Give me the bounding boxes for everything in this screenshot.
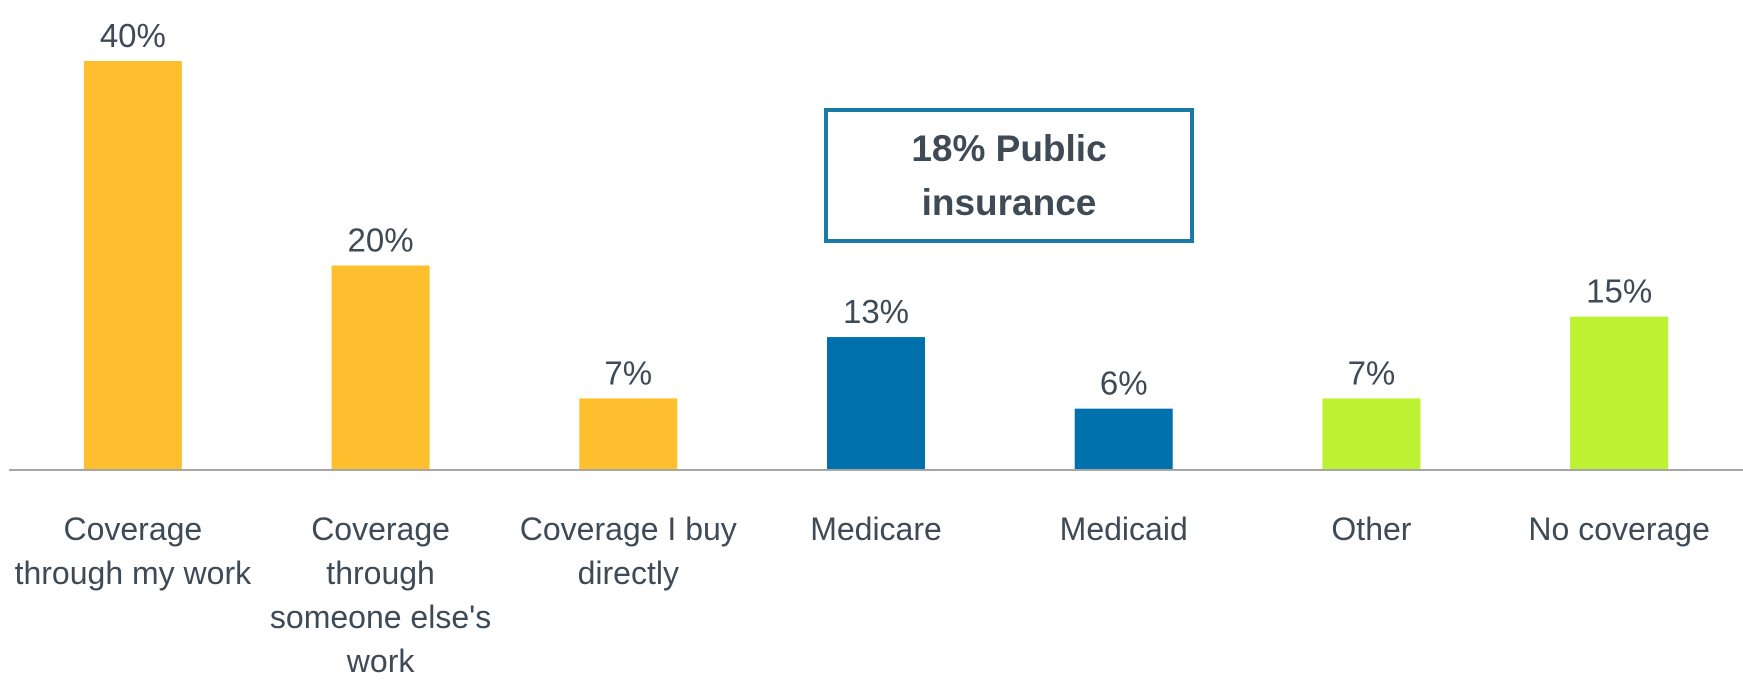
bar <box>1074 408 1173 470</box>
x-tick-label: Other <box>1331 511 1412 547</box>
value-label: 13% <box>843 293 909 330</box>
value-label: 20% <box>348 222 414 259</box>
bar <box>827 337 925 470</box>
x-tick-label: Coverage through someone else's work <box>269 511 492 679</box>
annotation: 18% Public insurance <box>911 127 1107 223</box>
value-label: 6% <box>1100 365 1148 402</box>
x-tick-label: Coverage I buy directly <box>519 511 737 591</box>
bar <box>83 61 182 470</box>
value-label: 40% <box>100 17 166 54</box>
bar <box>331 265 430 470</box>
bar <box>1570 316 1669 470</box>
x-tick-label: Medicare <box>810 511 942 547</box>
value-label: 7% <box>604 354 652 391</box>
x-tick-label: Coverage through my work <box>14 511 252 591</box>
bar <box>579 398 678 470</box>
x-tick-label: No coverage <box>1528 511 1710 547</box>
bar <box>1322 398 1421 470</box>
annotation-box: 18% Public insurance <box>824 108 1194 243</box>
value-label: 15% <box>1586 273 1652 310</box>
value-label: 7% <box>1348 354 1396 391</box>
x-tick-label: Medicaid <box>1059 511 1188 547</box>
